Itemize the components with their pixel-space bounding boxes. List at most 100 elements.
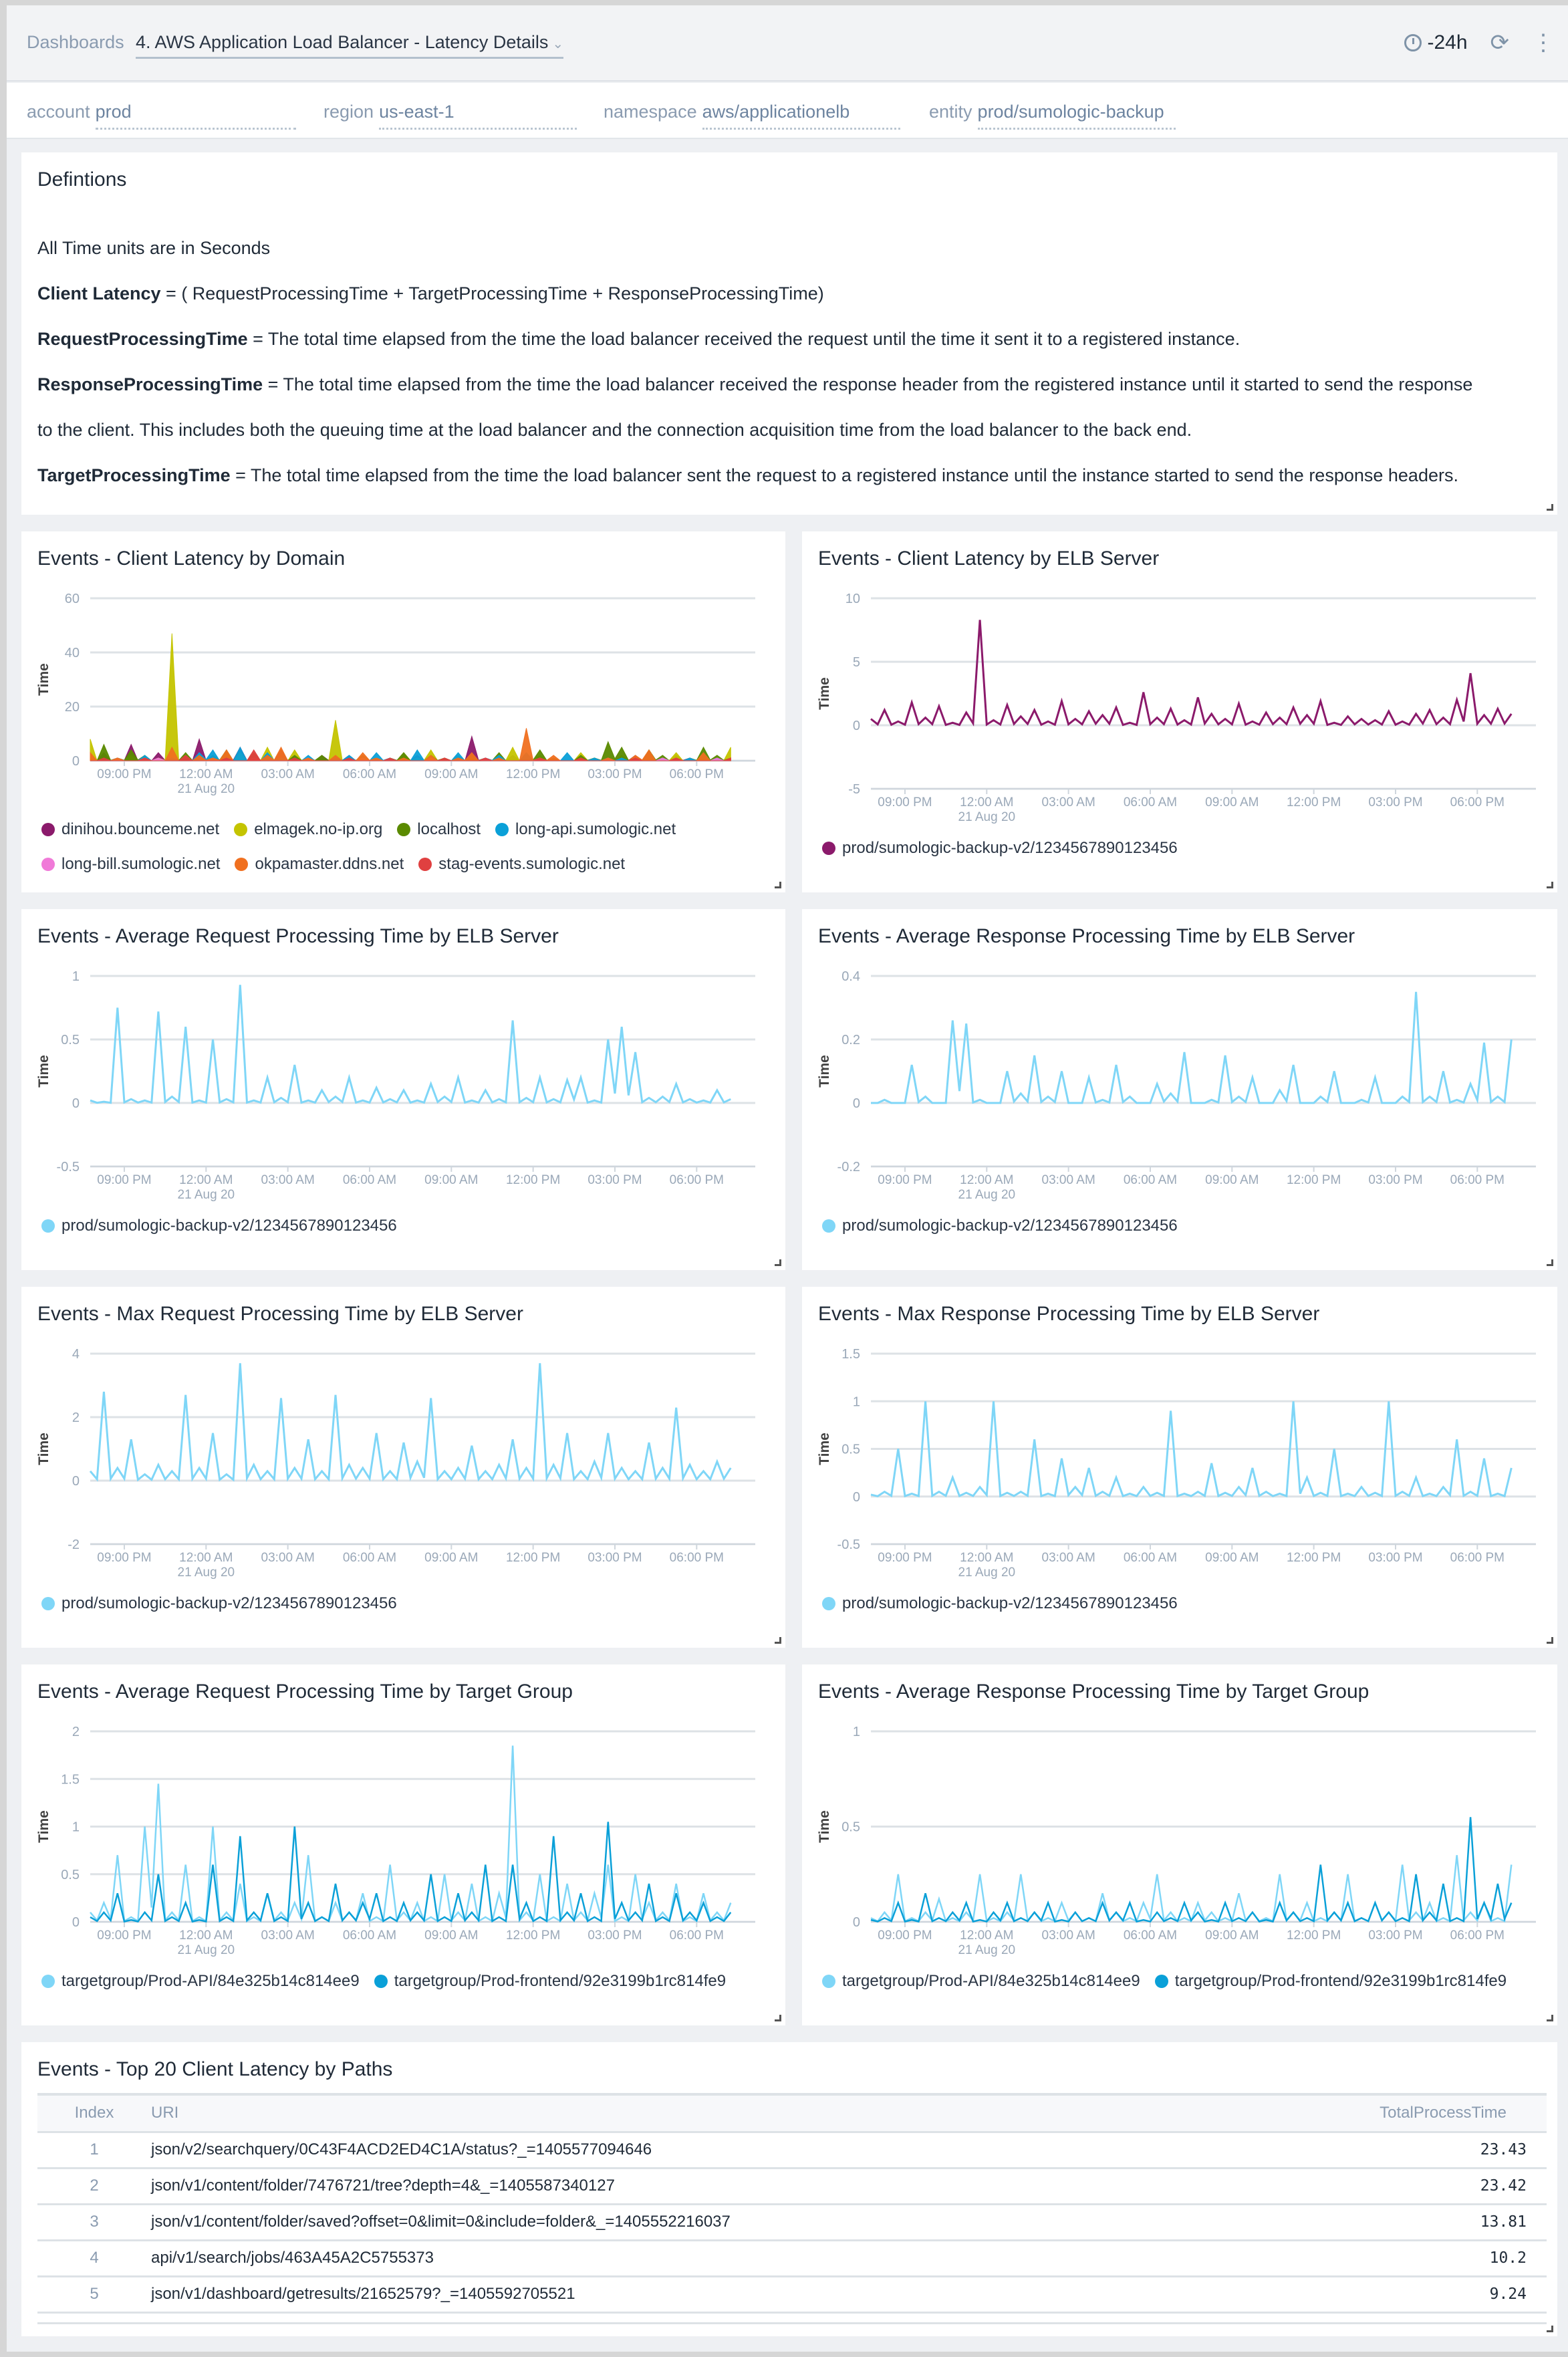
legend-item[interactable]: okpamaster.ddns.net bbox=[235, 855, 404, 874]
legend-item[interactable]: prod/sumologic-backup-v2/123456789012345… bbox=[822, 839, 1178, 858]
resize-handle[interactable] bbox=[1547, 504, 1553, 511]
resize-handle[interactable] bbox=[775, 882, 781, 888]
legend-item[interactable]: targetgroup/Prod-API/84e325b14c814ee9 bbox=[41, 1972, 360, 1991]
resize-handle[interactable] bbox=[1547, 1637, 1553, 1644]
table-row[interactable]: 3 json/v1/content/folder/saved?offset=0&l… bbox=[37, 2204, 1547, 2241]
legend-item[interactable]: targetgroup/Prod-frontend/92e3199b1rc814… bbox=[1154, 1972, 1507, 1991]
definition-term: TargetProcessingTime bbox=[37, 465, 231, 485]
time-range-button[interactable]: -24h bbox=[1404, 31, 1468, 54]
definition-term: Client Latency bbox=[37, 283, 161, 303]
y-tick-label: 1 bbox=[72, 1820, 80, 1835]
x-tick-sublabel: 21 Aug 20 bbox=[958, 810, 1016, 824]
series-line[interactable] bbox=[89, 1363, 732, 1483]
filter-value[interactable]: us-east-1 bbox=[379, 102, 577, 130]
x-tick-label: 06:00 AM bbox=[343, 1551, 396, 1565]
series-area[interactable] bbox=[90, 749, 731, 761]
legend-item[interactable]: prod/sumologic-backup-v2/123456789012345… bbox=[822, 1594, 1178, 1613]
x-tick-label: 09:00 AM bbox=[1205, 795, 1259, 810]
x-tick-label: 06:00 AM bbox=[1124, 1173, 1177, 1187]
chart-legend: prod/sumologic-backup-v2/123456789012345… bbox=[822, 1217, 1544, 1235]
y-tick-label: 5 bbox=[853, 655, 860, 670]
x-tick-label: 03:00 AM bbox=[1042, 795, 1095, 810]
resize-handle[interactable] bbox=[775, 1637, 781, 1644]
x-tick-label: 12:00 AM bbox=[960, 1173, 1013, 1187]
legend-swatch bbox=[234, 823, 248, 836]
series-line[interactable] bbox=[870, 1855, 1513, 1922]
resize-handle[interactable] bbox=[1547, 1259, 1553, 1266]
legend-item[interactable]: prod/sumologic-backup-v2/123456789012345… bbox=[41, 1217, 397, 1235]
table-row[interactable]: 2 json/v1/content/folder/7476721/tree?dep… bbox=[37, 2168, 1547, 2205]
legend-item[interactable]: targetgroup/Prod-frontend/92e3199b1rc814… bbox=[374, 1972, 726, 1991]
x-tick-label: 09:00 PM bbox=[878, 1929, 932, 1943]
legend-item[interactable]: targetgroup/Prod-API/84e325b14c814ee9 bbox=[822, 1972, 1140, 1991]
x-tick-label: 12:00 AM bbox=[960, 795, 1013, 810]
legend-item[interactable]: prod/sumologic-backup-v2/123456789012345… bbox=[41, 1594, 397, 1613]
legend-swatch bbox=[822, 1597, 835, 1610]
breadcrumb-dashboards[interactable]: Dashboards bbox=[27, 32, 124, 52]
table-row[interactable]: 1 json/v2/searchquery/0C43F4ACD2ED4C1A/st… bbox=[37, 2132, 1547, 2169]
y-tick-label: 40 bbox=[65, 646, 80, 660]
legend-swatch bbox=[418, 858, 432, 871]
y-axis-label: Time bbox=[817, 1055, 832, 1088]
filter-namespace[interactable]: namespace aws/applicationelb bbox=[604, 102, 900, 130]
legend-item[interactable]: prod/sumologic-backup-v2/123456789012345… bbox=[822, 1217, 1178, 1235]
x-tick-label: 12:00 AM bbox=[960, 1929, 1013, 1943]
series-line[interactable] bbox=[870, 620, 1513, 727]
dashboard-header: Dashboards 4. AWS Application Load Balan… bbox=[7, 5, 1568, 82]
x-tick-label: 09:00 PM bbox=[97, 1551, 151, 1565]
table-row[interactable]: 5 json/v1/dashboard/getresults/21652579?_… bbox=[37, 2276, 1547, 2314]
top-paths-table-panel: Events - Top 20 Client Latency by Paths … bbox=[21, 2042, 1557, 2336]
dashboard-title-dropdown[interactable]: 4. AWS Application Load Balancer - Laten… bbox=[136, 32, 564, 59]
series-line[interactable] bbox=[90, 1745, 732, 1923]
y-tick-label: 0 bbox=[72, 1915, 80, 1930]
x-tick-label: 09:00 AM bbox=[424, 767, 478, 781]
column-header-total-process-time[interactable]: TotalProcessTime bbox=[1234, 2093, 1547, 2133]
top-paths-table: Index URI TotalProcessTime 1 json/v2/sear… bbox=[37, 2093, 1547, 2324]
x-tick-label: 09:00 PM bbox=[878, 795, 932, 810]
series-line[interactable] bbox=[870, 1817, 1513, 1923]
resize-handle[interactable] bbox=[775, 1259, 781, 1266]
x-tick-sublabel: 21 Aug 20 bbox=[178, 1566, 235, 1580]
legend-swatch bbox=[374, 1975, 388, 1988]
x-tick-sublabel: 21 Aug 20 bbox=[958, 1566, 1016, 1580]
panel-title: Events - Average Response Processing Tim… bbox=[818, 1681, 1369, 1703]
filter-account[interactable]: account prod bbox=[27, 102, 296, 130]
y-tick-label: -0.5 bbox=[837, 1537, 860, 1552]
filter-value[interactable]: prod bbox=[95, 102, 296, 130]
series-line[interactable] bbox=[90, 985, 731, 1104]
cell-index: 3 bbox=[37, 2204, 151, 2241]
series-line[interactable] bbox=[870, 1401, 1513, 1498]
table-row[interactable]: 4 api/v1/search/jobs/463A45A2C5755373 10.2 bbox=[37, 2240, 1547, 2277]
filter-value[interactable]: aws/applicationelb bbox=[702, 102, 900, 130]
column-header-uri[interactable]: URI bbox=[151, 2093, 1234, 2133]
legend-item[interactable]: long-api.sumologic.net bbox=[495, 820, 676, 839]
series-line[interactable] bbox=[871, 991, 1513, 1104]
filter-value[interactable]: prod/sumologic-backup bbox=[977, 102, 1176, 130]
filter-entity[interactable]: entity prod/sumologic-backup bbox=[929, 102, 1176, 130]
definition-response-processing-cont: to the client. This includes both the qu… bbox=[37, 420, 1192, 441]
legend-item[interactable]: localhost bbox=[397, 820, 481, 839]
legend-item[interactable]: elmagek.no-ip.org bbox=[234, 820, 382, 839]
chart-legend: targetgroup/Prod-API/84e325b14c814ee9 tar… bbox=[41, 1972, 763, 1991]
column-header-index[interactable]: Index bbox=[37, 2093, 151, 2133]
refresh-icon[interactable]: ⟳ bbox=[1490, 30, 1510, 55]
y-tick-label: 0.5 bbox=[61, 1033, 80, 1047]
x-tick-label: 03:00 AM bbox=[1042, 1929, 1095, 1943]
filter-region[interactable]: region us-east-1 bbox=[323, 102, 577, 130]
x-tick-label: 09:00 AM bbox=[1205, 1929, 1259, 1943]
resize-handle[interactable] bbox=[1547, 882, 1553, 888]
series-line[interactable] bbox=[90, 1822, 732, 1923]
resize-handle[interactable] bbox=[1547, 2326, 1553, 2332]
cell-uri: json/v1/content/folder/saved?offset=0&li… bbox=[151, 2204, 1234, 2241]
resize-handle[interactable] bbox=[1547, 2015, 1553, 2021]
dashboard-app: Dashboards 4. AWS Application Load Balan… bbox=[7, 5, 1568, 2352]
chart-legend: prod/sumologic-backup-v2/123456789012345… bbox=[822, 1594, 1544, 1613]
legend-item[interactable]: stag-events.sumologic.net bbox=[418, 855, 625, 874]
legend-item[interactable]: long-bill.sumologic.net bbox=[41, 855, 220, 874]
legend-item[interactable]: dinihou.bounceme.net bbox=[41, 820, 219, 839]
legend-label: elmagek.no-ip.org bbox=[254, 820, 383, 838]
more-vertical-icon[interactable]: ⋮ bbox=[1532, 30, 1555, 55]
resize-handle[interactable] bbox=[775, 2015, 781, 2021]
